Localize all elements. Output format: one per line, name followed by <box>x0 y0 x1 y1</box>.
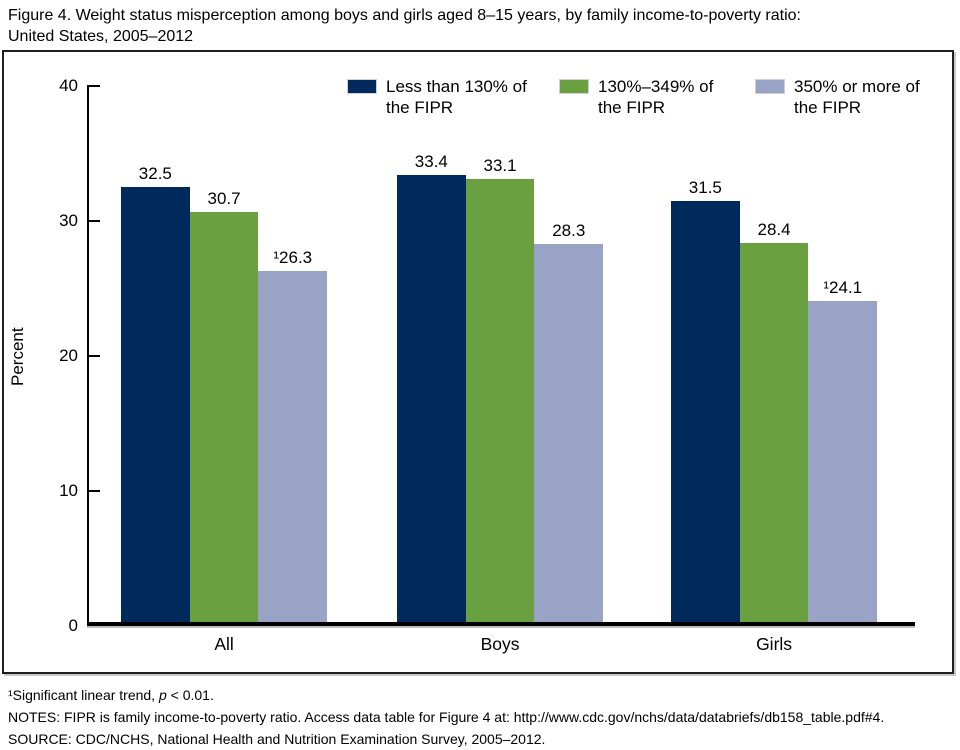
bar-value-label-boys-series-1: 33.4 <box>414 152 448 172</box>
bar-boys-series-1 <box>397 175 466 622</box>
x-axis-line <box>87 622 915 626</box>
legend-label-line2: the FIPR <box>598 98 666 117</box>
bar-value-label-all-series-2: 30.7 <box>207 188 241 208</box>
y-axis-line <box>87 85 89 626</box>
legend-swatch-green-icon <box>559 79 589 94</box>
bar-value-label-all-series-1: 32.5 <box>138 164 172 184</box>
bar-value-label-all-series-3: ¹26.3 <box>273 247 313 267</box>
figure-footnotes: ¹Significant linear trend, p < 0.01. NOT… <box>8 684 952 750</box>
bar-girls-series-1 <box>671 200 740 622</box>
legend-item-less-than-130: Less than 130% of the FIPR <box>347 76 527 118</box>
legend-item-350-or-more: 350% or more of the FIPR <box>755 76 920 118</box>
bar-value-label-girls-series-3: ¹24.1 <box>823 277 863 297</box>
footnote-notes: NOTES: FIPR is family income-to-poverty … <box>8 709 885 725</box>
bar-value-label-boys-series-3: 28.3 <box>552 220 586 240</box>
bar-girls-series-2 <box>739 242 809 622</box>
footnote-significance: ¹Significant linear trend, p < 0.01. <box>8 684 952 706</box>
legend-label-line1: 350% or more of <box>794 77 920 96</box>
bar-boys-series-3 <box>534 243 604 622</box>
legend-label-130-349: 130%–349% of the FIPR <box>598 76 713 118</box>
y-axis-tick-40 <box>89 85 100 87</box>
category-label-boys: Boys <box>480 634 520 654</box>
legend-label-350-or-more: 350% or more of the FIPR <box>794 76 920 118</box>
y-axis-tick-label-40: 40 <box>59 76 78 95</box>
footnote-source: SOURCE: CDC/NCHS, National Health and Nu… <box>8 731 546 747</box>
y-axis-tick-30 <box>89 220 100 222</box>
y-axis-tick-label-10: 10 <box>59 481 78 500</box>
footnote-post: < 0.01. <box>166 687 214 703</box>
legend-label-less-than-130: Less than 130% of the FIPR <box>386 76 527 118</box>
legend-label-line2: the FIPR <box>794 98 862 117</box>
y-axis-title: Percent <box>8 327 27 387</box>
footnote-pre: ¹Significant linear trend, <box>8 687 159 703</box>
bar-boys-series-2 <box>465 179 535 622</box>
footnote-p-italic: p <box>158 687 167 703</box>
bar-value-label-girls-series-1: 31.5 <box>688 177 722 197</box>
category-label-girls: Girls <box>756 634 793 654</box>
y-axis-tick-10 <box>89 490 100 492</box>
bar-all-series-2 <box>189 211 259 622</box>
legend-item-130-349: 130%–349% of the FIPR <box>559 76 713 118</box>
bar-all-series-1 <box>121 187 190 622</box>
legend-label-line1: Less than 130% of <box>386 77 527 96</box>
y-axis-tick-label-0: 0 <box>68 616 78 635</box>
y-axis-tick-label-20: 20 <box>59 346 78 365</box>
chart-container: Less than 130% of the FIPR 130%–349% of … <box>2 50 954 674</box>
y-axis-tick-20 <box>89 355 100 357</box>
figure-title: Figure 4. Weight status misperception am… <box>8 5 952 47</box>
legend-swatch-navy-icon <box>347 79 377 94</box>
legend-swatch-bluegray-icon <box>755 79 785 94</box>
legend-label-line1: 130%–349% of <box>598 77 714 96</box>
bar-value-label-boys-series-2: 33.1 <box>483 156 517 176</box>
y-axis-tick-label-30: 30 <box>59 211 78 230</box>
category-label-all: All <box>214 634 234 654</box>
figure-title-line1: Figure 4. Weight status misperception am… <box>8 7 801 24</box>
bar-all-series-3 <box>258 270 328 622</box>
bar-girls-series-3 <box>808 300 878 622</box>
legend-label-line2: the FIPR <box>386 98 454 117</box>
figure-title-line2: United States, 2005–2012 <box>8 28 194 45</box>
bar-value-label-girls-series-2: 28.4 <box>757 219 791 239</box>
